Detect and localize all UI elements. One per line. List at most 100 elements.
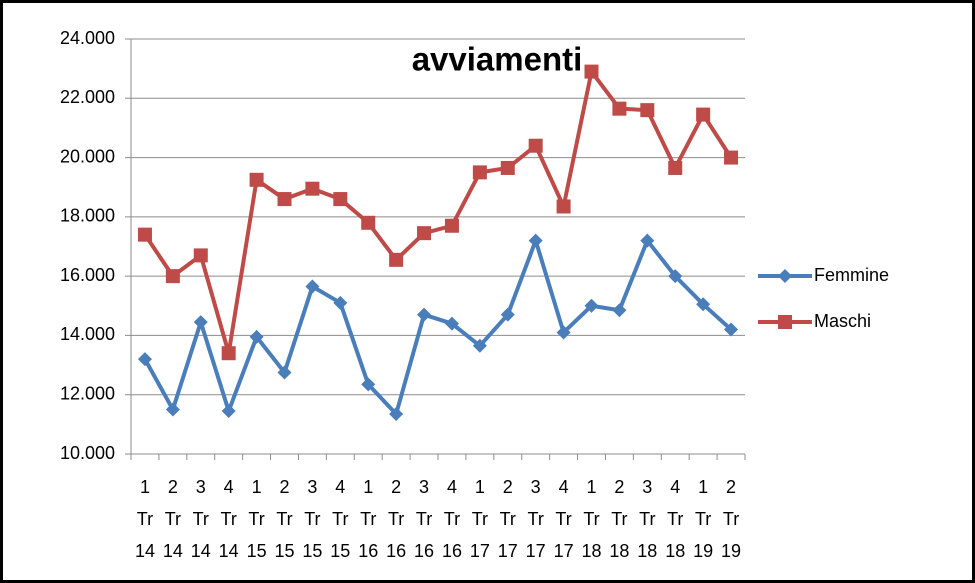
x-tick-label: 14 [219, 541, 239, 561]
marker [193, 248, 208, 263]
marker [417, 307, 432, 322]
marker [668, 269, 683, 284]
x-tick-label: 1 [475, 477, 485, 497]
marker [472, 165, 487, 180]
x-tick-label: 15 [330, 541, 350, 561]
y-tick-label: 12.000 [60, 383, 115, 403]
x-tick-label: Tr [165, 509, 181, 529]
x-tick-label: 18 [665, 541, 685, 561]
marker [640, 233, 655, 248]
x-tick-label: Tr [528, 509, 544, 529]
x-tick-label: 4 [670, 477, 680, 497]
marker [221, 404, 236, 419]
marker [305, 279, 320, 294]
x-tick-label: 15 [247, 541, 267, 561]
y-tick-label: 20.000 [60, 146, 115, 166]
marker [333, 192, 348, 207]
x-tick-label: 14 [163, 541, 183, 561]
marker [249, 329, 264, 344]
chart-title: avviamenti [412, 41, 583, 78]
x-tick-label: 2 [614, 477, 624, 497]
x-tick-label: Tr [416, 509, 432, 529]
x-tick-label: 16 [386, 541, 406, 561]
x-tick-label: 18 [609, 541, 629, 561]
marker [137, 352, 152, 367]
x-tick-label: Tr [500, 509, 516, 529]
x-tick-label: 3 [307, 477, 317, 497]
x-tick-label: Tr [388, 509, 404, 529]
x-tick-label: 15 [274, 541, 294, 561]
marker [612, 303, 627, 318]
y-tick-label: 16.000 [60, 265, 115, 285]
x-tick-label: 1 [363, 477, 373, 497]
x-tick-label: 1 [586, 477, 596, 497]
marker [361, 377, 376, 392]
x-tick-label: Tr [611, 509, 627, 529]
x-tick-label: 14 [135, 541, 155, 561]
x-tick-label: Tr [193, 509, 209, 529]
x-tick-label: Tr [137, 509, 153, 529]
marker [500, 307, 515, 322]
x-tick-label: 17 [554, 541, 574, 561]
marker [193, 315, 208, 330]
marker [696, 297, 711, 312]
marker [612, 101, 627, 116]
x-tick-label: 15 [302, 541, 322, 561]
y-tick-label: 22.000 [60, 87, 115, 107]
marker [165, 269, 180, 284]
marker [444, 218, 459, 233]
marker [584, 298, 599, 313]
x-tick-label: Tr [472, 509, 488, 529]
series-line [143, 238, 733, 416]
x-tick-label: 1 [140, 477, 150, 497]
marker [584, 64, 599, 79]
x-tick-label: Tr [639, 509, 655, 529]
marker [165, 402, 180, 417]
x-tick-label: 2 [168, 477, 178, 497]
y-tick-label: 10.000 [60, 443, 115, 463]
x-tick-label: 2 [391, 477, 401, 497]
x-tick-label: 2 [726, 477, 736, 497]
marker [417, 226, 432, 241]
x-tick-label: 16 [442, 541, 462, 561]
legend-marker [778, 315, 792, 329]
x-tick-label: Tr [555, 509, 571, 529]
marker [500, 160, 515, 175]
x-tick-label: 2 [279, 477, 289, 497]
marker [361, 215, 376, 230]
marker [724, 322, 739, 337]
series-line [143, 69, 733, 356]
marker [472, 338, 487, 353]
marker [528, 233, 543, 248]
x-tick-label: 17 [498, 541, 518, 561]
x-tick-label: 17 [470, 541, 490, 561]
marker [724, 150, 739, 165]
x-tick-label: Tr [695, 509, 711, 529]
marker [556, 199, 571, 214]
x-tick-label: 18 [581, 541, 601, 561]
marker [137, 227, 152, 242]
x-tick-label: 19 [693, 541, 713, 561]
x-tick-label: Tr [248, 509, 264, 529]
x-tick-label: Tr [332, 509, 348, 529]
legend-marker [778, 269, 792, 283]
x-tick-label: 3 [196, 477, 206, 497]
x-tick-label: Tr [583, 509, 599, 529]
x-tick-label: Tr [360, 509, 376, 529]
y-tick-label: 14.000 [60, 324, 115, 344]
legend-label: Maschi [814, 311, 871, 331]
y-tick-label: 24.000 [60, 28, 115, 48]
x-tick-label: 3 [642, 477, 652, 497]
x-tick-label: 16 [358, 541, 378, 561]
x-tick-label: 3 [531, 477, 541, 497]
x-tick-label: Tr [444, 509, 460, 529]
marker [249, 172, 264, 187]
x-tick-label: 1 [252, 477, 262, 497]
x-tick-label: 4 [224, 477, 234, 497]
marker [333, 295, 348, 310]
legend-label: Femmine [814, 265, 889, 285]
x-tick-label: 14 [191, 541, 211, 561]
marker [528, 138, 543, 153]
marker [389, 252, 404, 267]
